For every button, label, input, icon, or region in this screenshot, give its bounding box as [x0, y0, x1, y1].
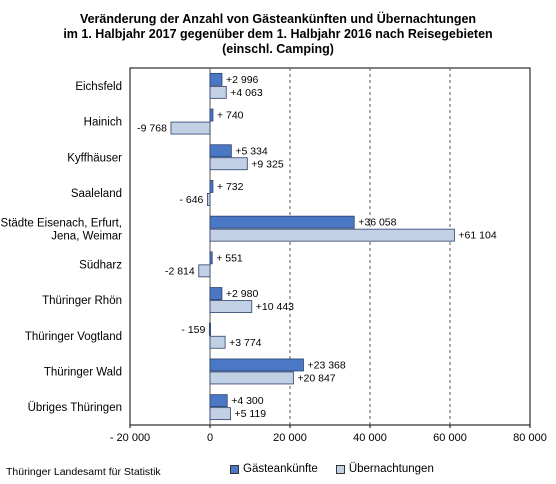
- bar-uebernachtungen: [209, 300, 253, 313]
- category-label: Eichsfeld: [75, 81, 122, 93]
- data-label-gaesteankuenfte: - 159: [181, 324, 205, 336]
- data-label-gaesteankuenfte: +2 980: [226, 288, 259, 300]
- data-label-uebernachtungen: +4 063: [230, 87, 263, 99]
- category-label: Städte Eisenach, Erfurt, Jena, Weimar: [1, 218, 123, 243]
- data-label-gaesteankuenfte: + 551: [216, 252, 243, 264]
- bar-uebernachtungen: [209, 85, 227, 99]
- x-tick-label: 20 000: [273, 432, 307, 444]
- category-label: Thüringer Wald: [44, 366, 122, 378]
- legend-label-uebernachtungen: Übernachtungen: [348, 463, 434, 475]
- data-label-gaesteankuenfte: +2 996: [226, 74, 259, 86]
- x-tick-label: 40 000: [353, 432, 387, 444]
- x-tick-label: 0: [207, 432, 213, 444]
- category-label: Kyffhäuser: [67, 152, 122, 164]
- bar-uebernachtungen: [209, 228, 455, 242]
- data-label-gaesteankuenfte: +36 058: [358, 217, 396, 229]
- data-label-uebernachtungen: +5 119: [234, 408, 266, 420]
- data-label-uebernachtungen: - 646: [179, 194, 203, 206]
- category-label: Thüringer Rhön: [42, 295, 122, 307]
- data-label-gaesteankuenfte: +23 368: [307, 359, 345, 371]
- bar-gaesteankuenfte: [209, 394, 228, 408]
- x-tick-label: - 20 000: [110, 432, 150, 444]
- chart-title-line-3: (einschl. Camping): [222, 42, 334, 56]
- legend-item-gaesteankuenfte: Gästeankünfte: [230, 463, 318, 475]
- data-label-uebernachtungen: +3 774: [229, 337, 262, 349]
- x-tick-label: 80 000: [513, 432, 547, 444]
- bar-uebernachtungen: [209, 157, 248, 171]
- legend-swatch-gaesteankuenfte: [230, 464, 239, 474]
- legend-item-uebernachtungen: Übernachtungen: [335, 463, 434, 475]
- bar-gaesteankuenfte: [209, 358, 304, 372]
- x-tick-label: 60 000: [433, 432, 467, 444]
- bar-gaesteankuenfte: [209, 180, 214, 193]
- bar-gaesteankuenfte: [209, 215, 355, 229]
- legend-label-gaesteankuenfte: Gästeankünfte: [243, 463, 318, 475]
- bar-gaesteankuenfte: [208, 322, 211, 336]
- chart-title-line-1: Veränderung der Anzahl von Gästeankünfte…: [79, 12, 477, 26]
- source-note: Thüringer Landesamt für Statistik: [6, 466, 161, 478]
- data-label-uebernachtungen: +9 325: [251, 158, 284, 170]
- data-label-gaesteankuenfte: +4 300: [231, 395, 264, 407]
- bar-gaesteankuenfte: [209, 251, 213, 265]
- bar-uebernachtungen: [198, 264, 211, 278]
- chart-legend: Gästeankünfte Übernachtungen: [230, 463, 452, 475]
- data-label-gaesteankuenfte: + 740: [217, 110, 244, 122]
- bar-gaesteankuenfte: [209, 144, 232, 158]
- category-label: Übriges Thüringen: [28, 402, 122, 414]
- chart-title-line-2: im 1. Halbjahr 2017 gegenüber dem 1. Hal…: [63, 27, 493, 41]
- category-label: Hainich: [84, 117, 122, 129]
- legend-swatch-uebernachtungen: [335, 464, 345, 474]
- plot-area-border: [129, 67, 531, 426]
- bar-gaesteankuenfte: [209, 287, 223, 300]
- bar-uebernachtungen: [209, 371, 294, 385]
- data-label-uebernachtungen: -2 814: [165, 265, 195, 277]
- data-label-gaesteankuenfte: + 732: [217, 181, 244, 193]
- data-label-gaesteankuenfte: +5 334: [235, 145, 268, 157]
- category-label: Thüringer Vogtland: [25, 331, 122, 343]
- data-label-uebernachtungen: +20 847: [297, 372, 335, 384]
- bar-uebernachtungen: [170, 121, 211, 135]
- category-label: Südharz: [79, 259, 122, 271]
- bar-uebernachtungen: [207, 193, 211, 206]
- category-label-line: Städte Eisenach, Erfurt,: [1, 218, 122, 230]
- bar-gaesteankuenfte: [209, 72, 223, 86]
- category-label: Saaleland: [71, 188, 122, 200]
- bar-gaesteankuenfte: [209, 108, 214, 122]
- bar-uebernachtungen: [209, 407, 231, 421]
- data-label-uebernachtungen: -9 768: [137, 123, 167, 135]
- data-label-uebernachtungen: +61 104: [458, 230, 496, 242]
- bar-uebernachtungen: [209, 335, 226, 349]
- category-label-line: Jena, Weimar: [51, 231, 122, 243]
- data-label-uebernachtungen: +10 443: [256, 301, 294, 313]
